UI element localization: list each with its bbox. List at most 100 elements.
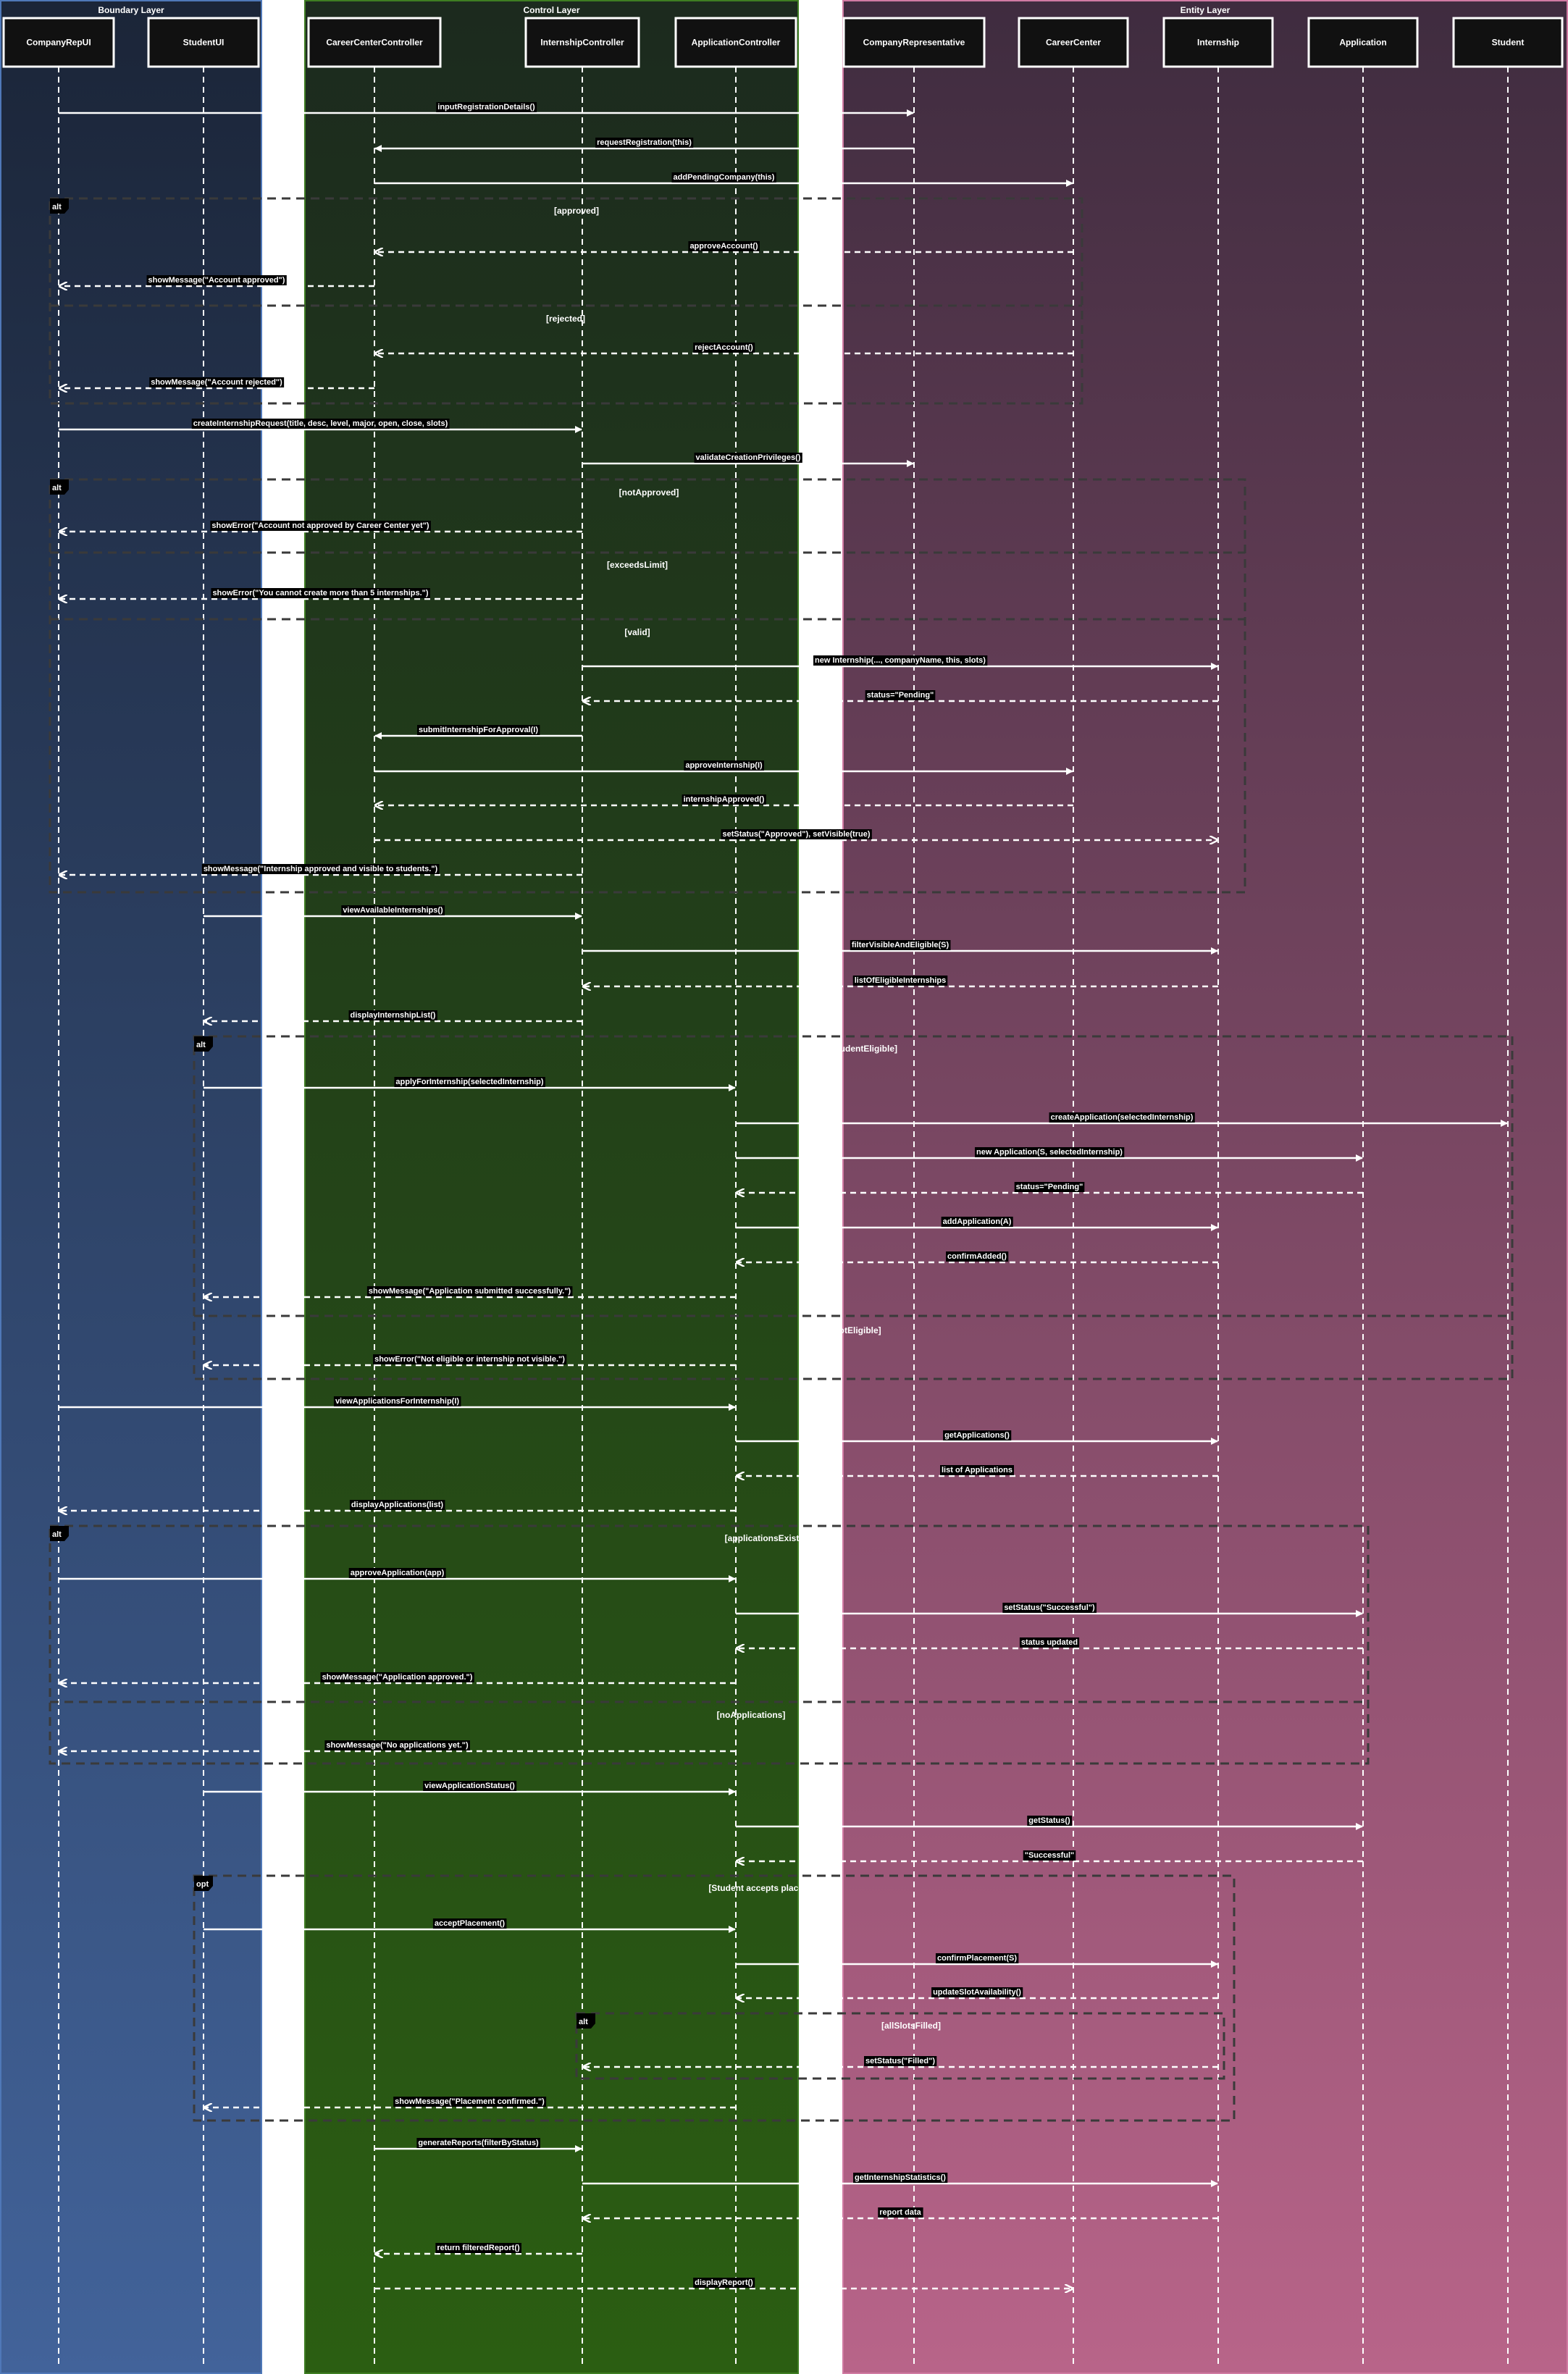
message-label: setStatus("Successful") bbox=[1004, 1603, 1095, 1612]
message-label-bg bbox=[146, 275, 287, 285]
fragment-alt-3: alt [applicationsExist] [noApplications] bbox=[49, 1524, 1370, 1765]
participant-label: Student bbox=[1492, 38, 1525, 48]
message-label-bg bbox=[394, 1077, 545, 1087]
message-label-bg bbox=[432, 1918, 507, 1929]
message-label: addPendingCompany(this) bbox=[674, 173, 775, 182]
participant-label: CareerCenterController bbox=[326, 38, 423, 48]
message-label-bg bbox=[191, 419, 450, 429]
return-message: approveAccount() bbox=[375, 241, 1073, 252]
return-message: showMessage("Placement confirmed.") bbox=[204, 2097, 736, 2107]
participant-label: CompanyRepresentative bbox=[863, 38, 965, 48]
message-label: displayInternshipList() bbox=[351, 1011, 436, 1020]
message-label-bg bbox=[324, 1740, 470, 1750]
message-label: setStatus("Approved"), setVisible(true) bbox=[723, 830, 871, 839]
message-label: list of Applications bbox=[942, 1466, 1013, 1475]
return-message: status="Pending" bbox=[583, 690, 1218, 701]
return-message: showMessage("Application approved.") bbox=[59, 1672, 736, 1683]
message-label-bg bbox=[417, 725, 540, 735]
participant-p5: CompanyRepresentative bbox=[842, 17, 986, 68]
lane-title-1: Control Layer bbox=[523, 5, 579, 15]
message-label: getInternshipStatistics() bbox=[855, 2173, 946, 2182]
message-label-bg bbox=[416, 2138, 540, 2148]
message-label-bg bbox=[373, 1354, 567, 1364]
message-label: new Application(S, selectedInternship) bbox=[976, 1148, 1123, 1157]
message-label-bg bbox=[436, 102, 537, 112]
message-label: listOfEligibleInternships bbox=[855, 976, 947, 985]
fragment-keyword: alt bbox=[579, 2018, 588, 2026]
call-message: getInternshipStatistics() bbox=[582, 2173, 1218, 2187]
return-message: showMessage("No applications yet.") bbox=[59, 1740, 736, 1751]
message-label-bg bbox=[975, 1147, 1125, 1157]
message-label: showMessage("Application approved.") bbox=[322, 1673, 473, 1682]
fragment-tab bbox=[194, 1876, 213, 1891]
message-label-bg bbox=[721, 829, 872, 839]
message-label-bg bbox=[682, 794, 766, 805]
participant-label: Internship bbox=[1197, 38, 1239, 48]
return-message: updateSlotAvailability() bbox=[737, 1987, 1218, 1998]
return-message: setStatus("Filled") bbox=[583, 2056, 1218, 2067]
message-label: showMessage("Account rejected") bbox=[151, 378, 282, 387]
call-message: acceptPlacement() bbox=[204, 1918, 736, 1933]
participant-p6: CareerCenter bbox=[1018, 17, 1129, 68]
call-message: setStatus("Successful") bbox=[736, 1603, 1363, 1617]
message-label: getApplications() bbox=[944, 1431, 1010, 1440]
message-label: showMessage("No applications yet.") bbox=[326, 1741, 469, 1750]
message-label-bg bbox=[943, 1430, 1012, 1440]
call-message: addPendingCompany(this) bbox=[374, 172, 1073, 187]
message-label-bg bbox=[931, 1987, 1023, 1997]
message-label-bg bbox=[393, 2097, 547, 2107]
call-message: createInternshipRequest(title, desc, lev… bbox=[59, 419, 582, 433]
participant-p3: InternshipController bbox=[524, 17, 640, 68]
lane-0 bbox=[0, 0, 262, 2374]
message-label-bg bbox=[595, 138, 694, 148]
participant-label: InternshipController bbox=[540, 38, 624, 48]
call-message: viewApplicationStatus() bbox=[204, 1781, 736, 1795]
lane-2 bbox=[842, 0, 1568, 2374]
message-label: inputRegistrationDetails() bbox=[437, 103, 535, 112]
fragment-guard: [notApproved] bbox=[619, 487, 679, 498]
fragment-keyword: alt bbox=[52, 1530, 62, 1539]
call-message: new Internship(..., companyName, this, s… bbox=[582, 655, 1218, 670]
message-label-bg bbox=[333, 1396, 461, 1406]
message-label: displayApplications(list) bbox=[351, 1501, 443, 1509]
fragment-guard: [exceedsLimit] bbox=[607, 560, 668, 570]
fragment-guard: [Student accepts placement] bbox=[708, 1883, 826, 1893]
message-label-bg bbox=[694, 453, 802, 463]
return-message: showError("Account not approved by Caree… bbox=[59, 521, 582, 532]
message-label-bg bbox=[671, 172, 776, 183]
message-label: applyForInternship(selectedInternship) bbox=[395, 1078, 543, 1086]
return-message: listOfEligibleInternships bbox=[583, 976, 1218, 986]
return-message: setStatus("Approved"), setVisible(true) bbox=[374, 829, 1217, 840]
participant-label: CareerCenter bbox=[1046, 38, 1101, 48]
return-message: showMessage("Account approved") bbox=[59, 275, 374, 286]
message-label-bg bbox=[946, 1251, 1009, 1262]
lane-title-2: Entity Layer bbox=[1181, 5, 1230, 15]
message-label: createInternshipRequest(title, desc, lev… bbox=[193, 419, 448, 428]
call-message: approveInternship(I) bbox=[374, 760, 1073, 775]
fragment-guard: [valid] bbox=[624, 627, 650, 637]
message-label: viewApplicationStatus() bbox=[424, 1782, 515, 1790]
message-label: confirmAdded() bbox=[947, 1252, 1007, 1261]
lifelines bbox=[58, 67, 1509, 2368]
fragment-opt-4: opt [Student accepts placement] bbox=[193, 1874, 1236, 2122]
message-label-bg bbox=[852, 976, 948, 986]
message-label: filterVisibleAndEligible(S) bbox=[852, 941, 949, 949]
return-message: rejectAccount() bbox=[375, 343, 1073, 353]
message-label-bg bbox=[813, 655, 988, 666]
message-label-bg bbox=[853, 2173, 948, 2183]
return-message: report data bbox=[583, 2207, 1218, 2218]
return-message: internshipApproved() bbox=[375, 794, 1073, 805]
message-label: new Internship(..., companyName, this, s… bbox=[815, 656, 986, 665]
message-label: viewApplicationsForInternship(I) bbox=[335, 1397, 459, 1406]
call-message: submitInternshipForApproval(I) bbox=[374, 725, 582, 739]
message-label-bg bbox=[850, 940, 951, 950]
call-message: viewApplicationsForInternship(I) bbox=[59, 1396, 736, 1411]
message-label-bg bbox=[941, 1217, 1013, 1227]
message-label-bg bbox=[435, 2243, 521, 2253]
message-label-bg bbox=[348, 1010, 437, 1020]
participant-p2: CareerCenterController bbox=[307, 17, 442, 68]
fragment-tab bbox=[50, 479, 69, 495]
fragment-keyword: alt bbox=[196, 1041, 206, 1049]
